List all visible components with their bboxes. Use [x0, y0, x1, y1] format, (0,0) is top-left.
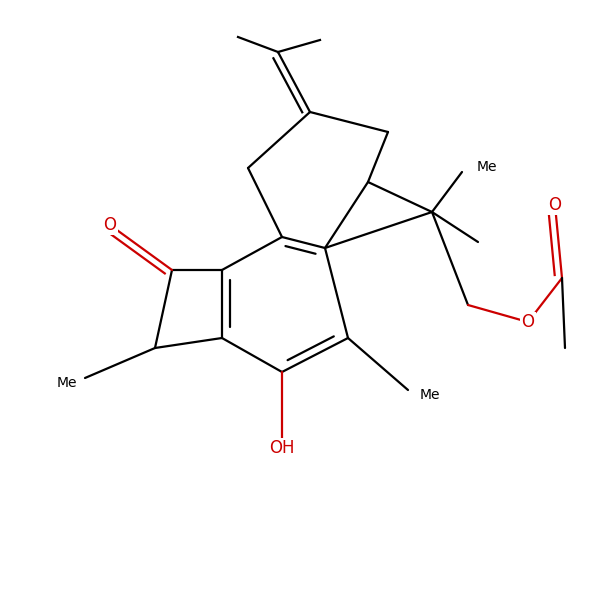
Text: O: O — [548, 196, 562, 214]
Text: Me: Me — [56, 376, 77, 390]
Text: O: O — [521, 313, 535, 331]
Text: Me: Me — [477, 160, 497, 174]
Text: OH: OH — [269, 439, 295, 457]
Text: O: O — [104, 216, 116, 234]
Text: Me: Me — [420, 388, 440, 402]
